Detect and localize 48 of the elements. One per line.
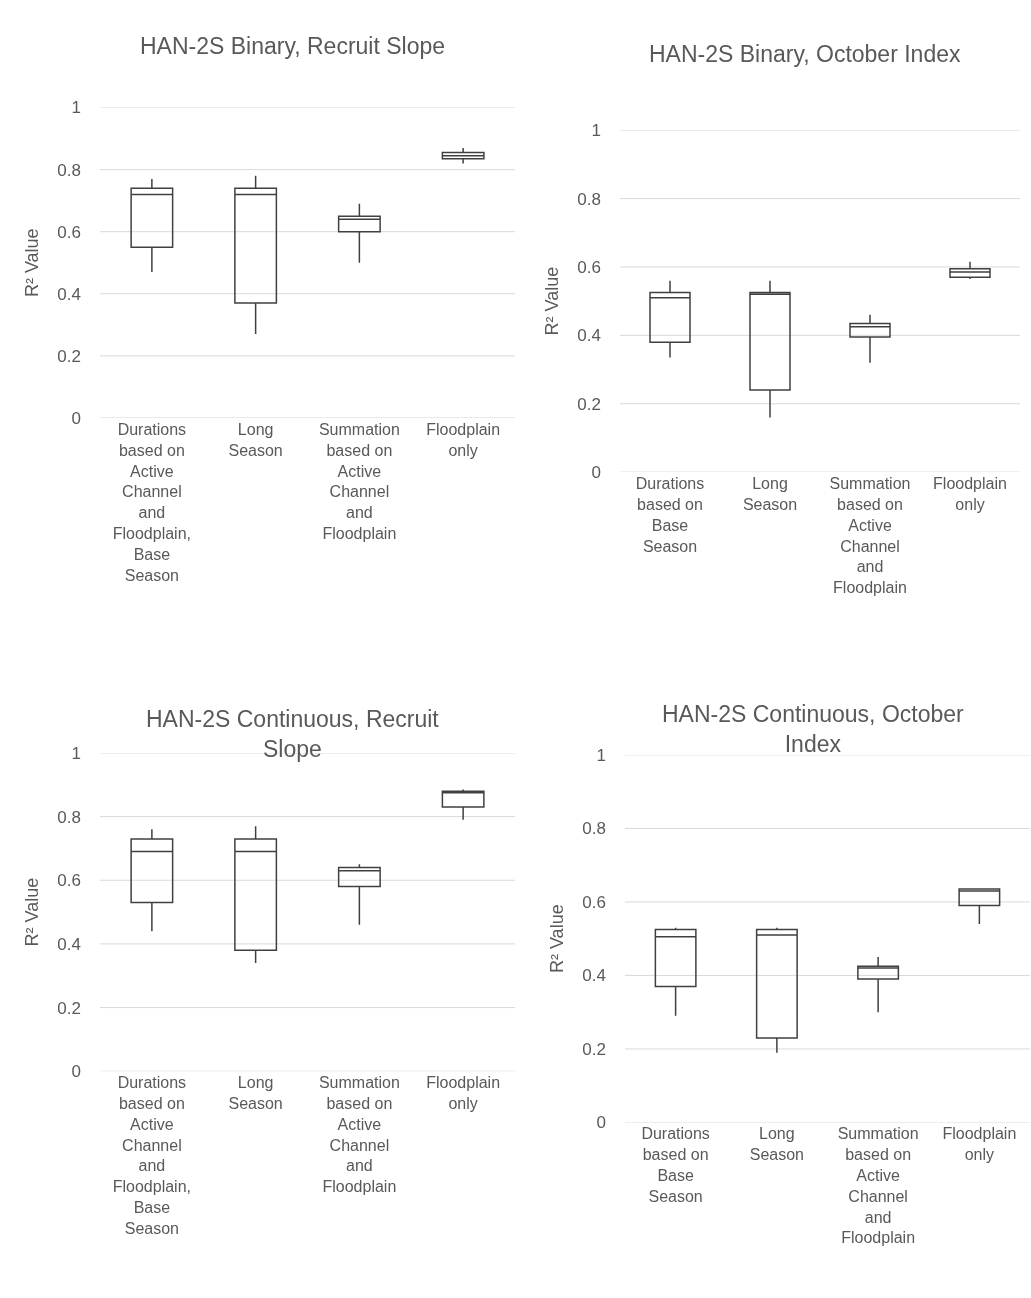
y-tick-label: 0.2	[57, 998, 81, 1018]
x-tick-label: Long Season	[228, 420, 283, 459]
chart-title: HAN-2S Binary, October Index	[649, 41, 961, 67]
x-tick-label: Summation based on Active Channel and Floodplain	[829, 475, 911, 597]
x-tick-label: Summation based on Active Channel and Floodplain	[318, 1074, 400, 1196]
y-tick-label: 0.8	[582, 819, 606, 839]
y-tick-label: 0	[71, 408, 81, 428]
y-tick-label: 0.8	[57, 160, 81, 180]
y-tick-label: 0.6	[582, 892, 606, 912]
y-tick-label: 1	[591, 121, 601, 141]
y-axis-title: R² Value	[541, 266, 562, 336]
y-tick-label: 0	[596, 1113, 606, 1133]
y-axis-title: R² Value	[21, 228, 42, 298]
y-tick-label: 0.4	[582, 966, 606, 986]
x-tick-label: Long Season	[228, 1074, 283, 1113]
y-tick-label: 0.6	[57, 222, 81, 242]
x-tick-label: Summation based on Active Channel and Floodplain	[318, 420, 400, 542]
x-tick-label: Durations based on Active Channel and Floodplain, Base Season	[112, 1074, 192, 1237]
y-tick-label: 0.8	[577, 189, 601, 209]
y-tick-label: 0.4	[57, 934, 81, 954]
chart-title: HAN-2S Binary, Recruit Slope	[140, 33, 446, 59]
chart-title: HAN-2S Continuous, October Index	[662, 701, 965, 757]
y-axis-title: R² Value	[546, 904, 567, 974]
y-tick-label: 0.4	[57, 284, 81, 304]
y-tick-label: 0.6	[577, 257, 601, 277]
y-tick-label: 1	[71, 743, 81, 763]
y-tick-label: 0.2	[577, 394, 601, 414]
y-tick-label: 1	[596, 745, 606, 765]
x-tick-label: Durations based on Base Season	[641, 1125, 710, 1205]
x-tick-label: Floodplain only	[933, 475, 1007, 513]
y-tick-label: 0.2	[582, 1039, 606, 1059]
y-tick-label: 0	[591, 463, 601, 483]
x-tick-label: Floodplain only	[942, 1125, 1017, 1164]
y-tick-label: 0.4	[577, 326, 601, 346]
x-tick-label: Long Season	[742, 475, 798, 513]
y-tick-label: 0.8	[57, 807, 81, 827]
x-tick-label: Floodplain only	[426, 1074, 501, 1113]
x-tick-label: Durations based on Active Channel and Floodplain, Base Season	[112, 420, 192, 584]
y-axis-title: R² Value	[21, 877, 42, 947]
x-tick-label: Floodplain only	[426, 420, 501, 459]
chart-title: HAN-2S Continuous, Recruit Slope	[146, 706, 440, 762]
y-tick-label: 0.2	[57, 346, 81, 366]
x-tick-label: Durations based on Base Season	[635, 475, 705, 555]
y-tick-label: 0.6	[57, 871, 81, 891]
x-tick-label: Long Season	[749, 1125, 804, 1164]
y-tick-label: 0	[71, 1062, 81, 1082]
y-tick-label: 1	[71, 98, 81, 118]
x-tick-label: Summation based on Active Channel and Floodplain	[837, 1125, 919, 1247]
